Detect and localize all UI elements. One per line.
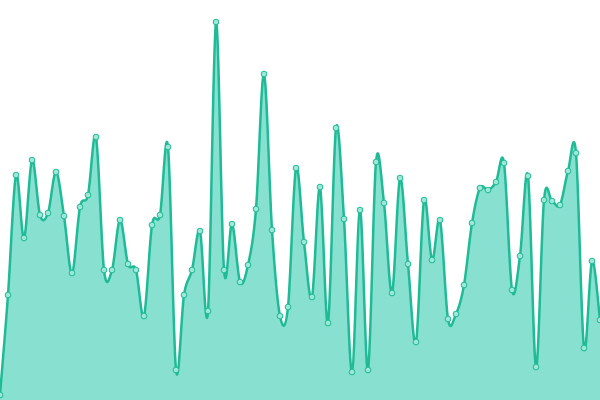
point-marker — [148, 221, 156, 229]
point-marker — [260, 70, 268, 78]
point-marker — [172, 366, 180, 374]
point-marker — [124, 260, 132, 268]
point-marker — [52, 168, 60, 176]
point-marker — [60, 212, 68, 220]
point-marker — [292, 164, 300, 172]
point-marker — [348, 368, 356, 376]
point-marker — [588, 257, 596, 265]
point-marker — [572, 149, 580, 157]
point-marker — [340, 215, 348, 223]
point-marker — [516, 252, 524, 260]
point-marker — [268, 226, 276, 234]
point-marker — [212, 18, 220, 26]
point-marker — [44, 209, 52, 217]
point-marker — [4, 291, 12, 299]
point-marker — [412, 338, 420, 346]
point-marker — [532, 363, 540, 371]
area-fill — [0, 21, 600, 400]
point-marker — [500, 159, 508, 167]
point-marker — [428, 256, 436, 264]
point-marker — [132, 266, 140, 274]
point-marker — [28, 156, 36, 164]
point-marker — [68, 269, 76, 277]
point-marker — [252, 205, 260, 213]
point-marker — [332, 124, 340, 132]
point-marker — [76, 203, 84, 211]
point-marker — [524, 172, 532, 180]
point-marker — [0, 391, 4, 399]
point-marker — [100, 266, 108, 274]
point-marker — [484, 186, 492, 194]
point-marker — [548, 197, 556, 205]
point-marker — [324, 319, 332, 327]
point-marker — [20, 234, 28, 242]
point-marker — [460, 281, 468, 289]
point-marker — [556, 201, 564, 209]
point-marker — [188, 266, 196, 274]
point-marker — [300, 238, 308, 246]
point-marker — [380, 199, 388, 207]
point-marker — [540, 196, 548, 204]
point-marker — [316, 183, 324, 191]
point-marker — [244, 261, 252, 269]
point-marker — [108, 266, 116, 274]
point-marker — [580, 344, 588, 352]
point-marker — [420, 196, 428, 204]
point-marker — [492, 178, 500, 186]
point-marker — [404, 260, 412, 268]
point-marker — [228, 220, 236, 228]
point-marker — [180, 291, 188, 299]
point-marker — [308, 293, 316, 301]
point-marker — [220, 266, 228, 274]
point-marker — [36, 211, 44, 219]
point-marker — [236, 278, 244, 286]
point-marker — [84, 191, 92, 199]
point-marker — [452, 310, 460, 318]
point-marker — [12, 171, 20, 179]
point-marker — [396, 174, 404, 182]
point-marker — [204, 307, 212, 315]
point-marker — [596, 316, 600, 324]
point-marker — [364, 366, 372, 374]
point-marker — [436, 216, 444, 224]
point-marker — [468, 219, 476, 227]
point-marker — [164, 143, 172, 151]
point-marker — [508, 286, 516, 294]
point-marker — [388, 289, 396, 297]
point-marker — [92, 133, 100, 141]
point-marker — [196, 227, 204, 235]
point-marker — [140, 312, 148, 320]
point-marker — [156, 211, 164, 219]
point-marker — [356, 206, 364, 214]
point-marker — [564, 167, 572, 175]
point-marker — [372, 158, 380, 166]
point-marker — [116, 216, 124, 224]
point-marker — [276, 312, 284, 320]
point-marker — [284, 303, 292, 311]
point-marker — [476, 184, 484, 192]
point-marker — [444, 315, 452, 323]
